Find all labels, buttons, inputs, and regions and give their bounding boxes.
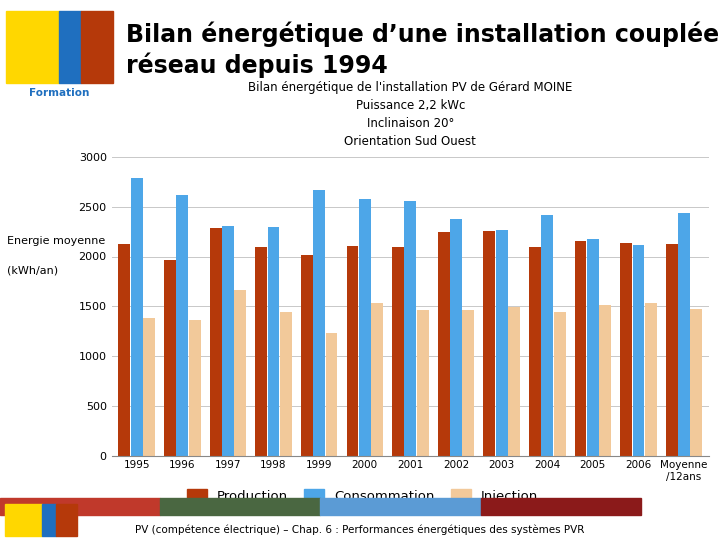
Bar <box>222 226 234 456</box>
Bar <box>620 242 632 456</box>
Text: Formation: Formation <box>30 89 89 98</box>
Bar <box>690 309 702 456</box>
Bar <box>529 246 541 456</box>
Bar <box>450 219 462 456</box>
Bar <box>81 11 113 83</box>
Bar <box>256 246 267 456</box>
Bar <box>320 498 481 515</box>
Bar <box>176 194 188 456</box>
Legend: Production, Consommation, Injection: Production, Consommation, Injection <box>181 484 544 508</box>
Bar <box>633 245 644 456</box>
Text: Bilan énergétique de l'installation PV de Gérard MOINE
Puissance 2,2 kWc
Inclina: Bilan énergétique de l'installation PV d… <box>248 82 572 148</box>
Bar <box>268 226 279 456</box>
Bar <box>301 254 312 456</box>
Bar <box>645 303 657 456</box>
Bar <box>541 214 553 456</box>
Bar <box>6 11 113 83</box>
Text: Bilan énergétique d’une installation couplée au
réseau depuis 1994: Bilan énergétique d’une installation cou… <box>126 22 720 78</box>
Bar <box>143 319 155 456</box>
Bar <box>5 504 42 536</box>
Bar <box>6 11 60 83</box>
Bar <box>359 199 371 456</box>
Bar <box>508 307 520 456</box>
Bar <box>678 213 690 456</box>
Bar <box>119 244 130 456</box>
Bar <box>313 190 325 456</box>
Bar <box>417 310 428 456</box>
Bar <box>372 303 383 456</box>
Bar <box>189 320 201 456</box>
Bar <box>481 498 641 515</box>
Text: 17: 17 <box>668 510 693 528</box>
Bar <box>210 227 222 456</box>
Bar <box>280 313 292 456</box>
Bar <box>666 244 678 456</box>
Bar <box>554 313 565 456</box>
Bar <box>164 260 176 456</box>
Bar <box>160 498 320 515</box>
Bar <box>587 239 599 456</box>
Bar <box>438 232 449 456</box>
Bar <box>405 200 416 456</box>
Bar <box>346 246 359 456</box>
Bar <box>234 291 246 456</box>
Text: Energie moyenne: Energie moyenne <box>7 235 105 246</box>
Bar <box>60 11 81 83</box>
Text: (kWh/an): (kWh/an) <box>7 266 58 275</box>
Bar <box>462 310 474 456</box>
Bar <box>392 246 404 456</box>
Bar <box>325 333 338 456</box>
Bar <box>42 504 56 536</box>
Bar <box>0 498 160 515</box>
Bar <box>131 178 143 456</box>
Bar <box>483 231 495 456</box>
Bar <box>495 230 508 456</box>
Bar <box>56 504 77 536</box>
Text: PV (compétence électrique) – Chap. 6 : Performances énergétiques des systèmes PV: PV (compétence électrique) – Chap. 6 : P… <box>135 524 585 535</box>
Bar <box>599 306 611 456</box>
Bar <box>575 240 587 456</box>
